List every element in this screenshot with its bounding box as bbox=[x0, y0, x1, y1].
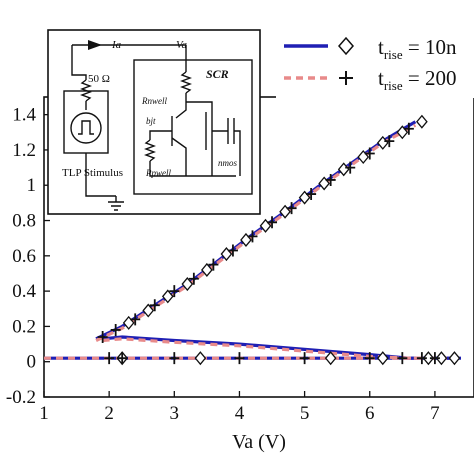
series-2-point bbox=[104, 352, 115, 365]
y-tick-label: 1 bbox=[27, 175, 37, 196]
nmos-gate-icon bbox=[212, 118, 241, 176]
x-axis-title: Va (V) bbox=[232, 431, 286, 453]
nmos-drain-wire bbox=[186, 101, 213, 112]
series-2-point bbox=[364, 147, 375, 160]
series-2-point bbox=[188, 272, 199, 285]
series-2-point bbox=[149, 299, 160, 312]
x-tick-label: 3 bbox=[170, 403, 180, 424]
bjt-collector-wire bbox=[175, 93, 187, 119]
pulse-shape-icon bbox=[78, 120, 94, 135]
series-2-point bbox=[208, 258, 219, 271]
series-2-point bbox=[97, 331, 108, 343]
series-2-point bbox=[429, 352, 440, 365]
series-2-point bbox=[345, 161, 356, 174]
rpwell-label: Rpwell bbox=[145, 168, 171, 178]
va-label: Va bbox=[176, 39, 188, 51]
y-tick-label: -0.2 bbox=[6, 387, 36, 408]
series-1-point bbox=[422, 351, 435, 366]
series-2-point bbox=[403, 122, 414, 135]
ground-wire bbox=[85, 153, 116, 197]
resistor-label: 50 Ω bbox=[88, 73, 110, 85]
series-1-point bbox=[324, 351, 337, 366]
series-2-point bbox=[169, 352, 180, 365]
ground-icon bbox=[108, 196, 124, 211]
legend-background bbox=[276, 28, 474, 98]
x-tick-label: 7 bbox=[430, 403, 440, 424]
series-2-point bbox=[169, 285, 180, 298]
series-1-point bbox=[376, 351, 389, 366]
legend: trise = 10n trise = 200 bbox=[276, 28, 474, 98]
y-tick-label: 0.4 bbox=[12, 281, 36, 302]
series-1-point bbox=[279, 204, 291, 219]
series-1-point bbox=[122, 315, 135, 330]
series-2-point bbox=[397, 352, 408, 365]
x-tick-label: 4 bbox=[235, 403, 245, 424]
series-2-point bbox=[364, 352, 375, 365]
legend-label-series-1: trise = 10n bbox=[378, 35, 457, 62]
source-label: TLP Stimulus bbox=[62, 167, 123, 179]
ia-label: Ia bbox=[111, 39, 122, 51]
series-1-point bbox=[161, 289, 174, 304]
bjt-emitter-wire bbox=[171, 137, 187, 176]
scr-label: SCR bbox=[206, 67, 229, 81]
series-1-point bbox=[142, 303, 155, 318]
series-layer bbox=[44, 114, 461, 366]
x-tick-label: 5 bbox=[300, 403, 310, 424]
y-tick-label: 0 bbox=[27, 352, 37, 373]
series-1-point bbox=[181, 277, 194, 292]
series-1-point bbox=[298, 190, 311, 205]
nmos-label: nmos bbox=[218, 158, 237, 168]
series-2-line bbox=[102, 337, 448, 360]
legend-marker-series-2 bbox=[339, 71, 353, 85]
left-wire bbox=[71, 45, 87, 80]
legend-marker-series-1 bbox=[338, 36, 354, 56]
axis-ticks: 1 2 3 4 5 6 7 -0.2 0 0.2 0.4 0.6 0.8 1 1.2 1.4 bbox=[6, 105, 440, 424]
x-tick-label: 6 bbox=[365, 403, 375, 424]
series-2-point bbox=[416, 352, 427, 365]
pwell-wire bbox=[149, 130, 172, 140]
series-2-point bbox=[286, 202, 297, 215]
scr-box bbox=[133, 59, 253, 195]
y-tick-label: 1.4 bbox=[12, 105, 36, 126]
series-2-line bbox=[95, 123, 417, 342]
x-tick-label: 1 bbox=[39, 403, 49, 424]
rnwell-label: Rnwell bbox=[141, 96, 167, 106]
series-1-point bbox=[318, 176, 330, 191]
series-2-point bbox=[234, 352, 245, 365]
series-2-point bbox=[384, 135, 395, 148]
x-tick-label: 2 bbox=[104, 403, 114, 424]
series-1-point bbox=[194, 351, 207, 366]
legend-label-series-2: trise = 200 bbox=[378, 66, 456, 93]
series-2-point bbox=[306, 188, 317, 201]
series-2-point bbox=[267, 216, 278, 229]
series-2-point bbox=[325, 173, 336, 186]
y-tick-label: 0.8 bbox=[12, 211, 36, 232]
series-2-point bbox=[227, 244, 238, 257]
y-tick-label: 0.2 bbox=[12, 316, 36, 337]
series-1-point bbox=[201, 262, 213, 277]
rpwell-resistor-icon bbox=[144, 139, 156, 162]
series-2-point bbox=[117, 352, 128, 365]
series-2-point bbox=[130, 313, 141, 326]
current-arrow-icon bbox=[88, 40, 102, 50]
series-1-point bbox=[240, 232, 252, 247]
inset-schematic: Ia Va 50 Ω TLP Stimulus SCR Rnwell bjt R… bbox=[47, 29, 261, 215]
pulse-source-icon bbox=[70, 112, 102, 144]
y-tick-label: 0.6 bbox=[12, 246, 36, 267]
series-1-point bbox=[435, 351, 448, 366]
series-2-point bbox=[247, 230, 258, 243]
series-1-point bbox=[416, 114, 428, 129]
rnwell-resistor-icon bbox=[180, 71, 192, 94]
series-2-point bbox=[110, 323, 121, 336]
series-1-point bbox=[448, 351, 461, 366]
bjt-label: bjt bbox=[146, 116, 156, 126]
bottom-scr-wire bbox=[149, 161, 236, 177]
series-2-point bbox=[299, 352, 310, 365]
y-tick-label: 1.2 bbox=[12, 140, 36, 161]
